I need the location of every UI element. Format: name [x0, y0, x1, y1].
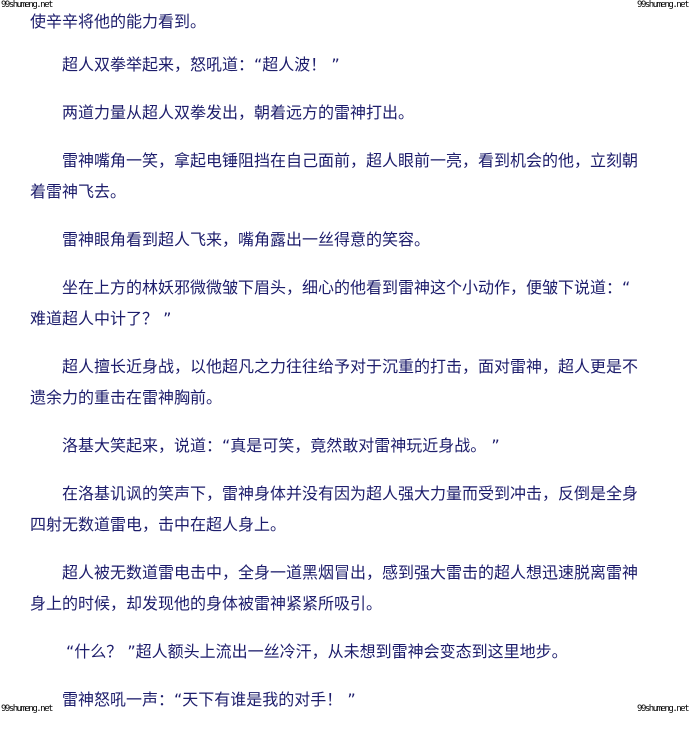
paragraph: 超人双拳举起来，怒吼道：“超人波！ ” — [30, 49, 680, 80]
text-line: 遗余力的重击在雷神胸前。 — [30, 387, 223, 407]
text-line: 四射无数道雷电，击中在超人身上。 — [30, 514, 287, 534]
text-line: 着雷神飞去。 — [30, 181, 127, 201]
paragraph: 雷神嘴角一笑，拿起电锤阻挡在自己面前，超人眼前一亮，看到机会的他，立刻朝着雷神飞… — [30, 145, 680, 207]
chapter-text: 使辛辛将他的能力看到。超人双拳举起来，怒吼道：“超人波！ ” 两道力量从超人双拳发… — [30, 12, 680, 732]
text-line: 难道超人中计了？ ” — [30, 308, 172, 328]
paragraph: 雷神眼角看到超人飞来，嘴角露出一丝得意的笑容。 — [30, 224, 680, 255]
paragraph: 使辛辛将他的能力看到。 — [30, 12, 680, 32]
text-line: 超人被无数道雷电击中，全身一道黑烟冒出，感到强大雷击的超人想迅速脱离雷神 — [62, 562, 639, 582]
text-line: 超人双拳举起来，怒吼道：“超人波！ ” — [62, 54, 340, 74]
paragraph: 在洛基讥讽的笑声下，雷神身体并没有因为超人强大力量而受到冲击，反倒是全身四射无数… — [30, 478, 680, 540]
paragraph: 两道力量从超人双拳发出，朝着远方的雷神打出。 — [30, 97, 680, 128]
paragraph: 洛基大笑起来，说道：“真是可笑，竟然敢对雷神玩近身战。 ” — [30, 430, 680, 461]
text-line: 雷神眼角看到超人飞来，嘴角露出一丝得意的笑容。 — [62, 229, 431, 249]
text-line: 坐在上方的林妖邪微微皱下眉头，细心的他看到雷神这个小动作，便皱下说道：“ — [62, 277, 631, 297]
text-line: 身上的时候，却发现他的身体被雷神紧紧所吸引。 — [30, 593, 383, 613]
text-line: 使辛辛将他的能力看到。 — [30, 12, 207, 31]
paragraph: 超人被无数道雷电击中，全身一道黑烟冒出，感到强大雷击的超人想迅速脱离雷神身上的时… — [30, 557, 680, 619]
text-line: 在洛基讥讽的笑声下，雷神身体并没有因为超人强大力量而受到冲击，反倒是全身 — [62, 483, 639, 503]
text-line: 雷神嘴角一笑，拿起电锤阻挡在自己面前，超人眼前一亮，看到机会的他，立刻朝 — [62, 150, 639, 170]
watermark-bottom-right: 99shumeng.net — [637, 704, 689, 714]
text-line: 雷神怒吼一声：“天下有谁是我的对手！ ” — [62, 689, 356, 709]
paragraph: “什么？ ”超人额头上流出一丝冷汗，从未想到雷神会变态到这里地步。 — [30, 636, 680, 667]
text-line: 两道力量从超人双拳发出，朝着远方的雷神打出。 — [62, 102, 415, 122]
text-line: 超人擅长近身战，以他超凡之力往往给予对于沉重的打击，面对雷神，超人更是不 — [62, 356, 639, 376]
text-line: “什么？ ”超人额头上流出一丝冷汗，从未想到雷神会变态到这里地步。 — [66, 641, 568, 661]
watermark-top-right: 99shumeng.net — [637, 0, 689, 10]
text-line: 洛基大笑起来，说道：“真是可笑，竟然敢对雷神玩近身战。 ” — [62, 435, 500, 455]
paragraph: 超人擅长近身战，以他超凡之力往往给予对于沉重的打击，面对雷神，超人更是不遗余力的… — [30, 351, 680, 413]
paragraph: 坐在上方的林妖邪微微皱下眉头，细心的他看到雷神这个小动作，便皱下说道：“ 难道超人… — [30, 272, 680, 334]
watermark-top-left: 99shumeng.net — [1, 0, 53, 10]
watermark-bottom-left: 99shumeng.net — [1, 704, 53, 714]
paragraph: 雷神怒吼一声：“天下有谁是我的对手！ ” — [30, 684, 680, 715]
